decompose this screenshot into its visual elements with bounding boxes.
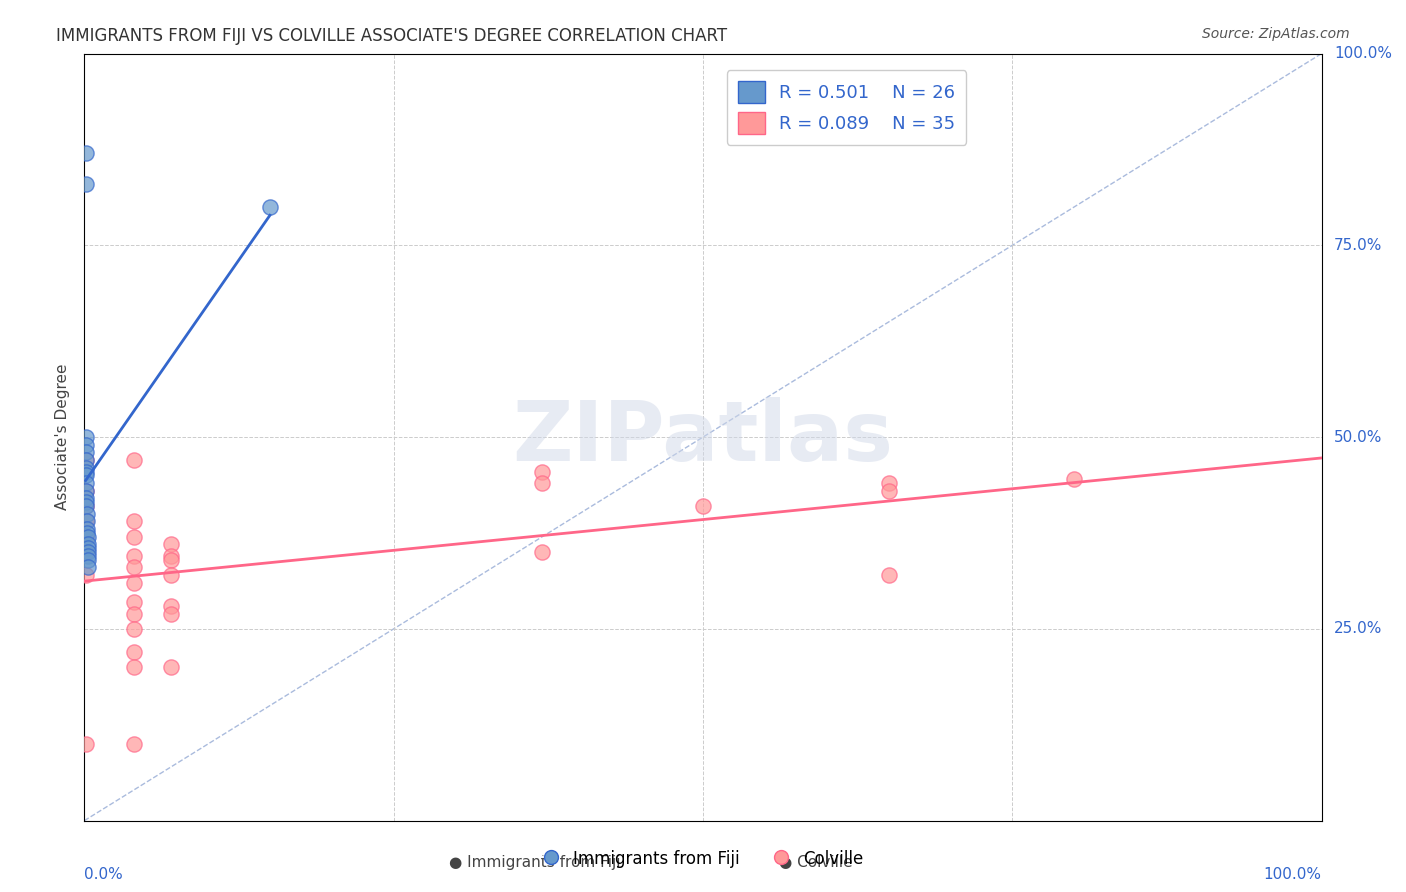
Point bbox=[122, 515, 145, 529]
Point bbox=[75, 499, 97, 513]
Point bbox=[531, 545, 554, 559]
Point bbox=[122, 595, 145, 609]
Point bbox=[122, 575, 145, 590]
Point bbox=[160, 599, 183, 613]
Text: ● Colville: ● Colville bbox=[779, 855, 852, 870]
Point bbox=[75, 483, 97, 498]
Point bbox=[75, 737, 97, 751]
Text: 75.0%: 75.0% bbox=[1334, 238, 1382, 252]
Point bbox=[75, 499, 97, 513]
Point bbox=[77, 560, 100, 574]
Point bbox=[531, 476, 554, 491]
Point bbox=[75, 453, 97, 467]
Point bbox=[160, 568, 183, 582]
Point bbox=[160, 537, 183, 551]
Point bbox=[692, 499, 714, 513]
Text: ZIPatlas: ZIPatlas bbox=[513, 397, 893, 477]
Point bbox=[160, 607, 183, 621]
Point bbox=[160, 660, 183, 674]
Text: Source: ZipAtlas.com: Source: ZipAtlas.com bbox=[1202, 27, 1350, 41]
Point bbox=[75, 465, 97, 479]
Y-axis label: Associate's Degree: Associate's Degree bbox=[55, 364, 70, 510]
Text: 0.0%: 0.0% bbox=[84, 867, 124, 881]
Point bbox=[75, 177, 97, 191]
Point bbox=[259, 200, 281, 214]
Text: IMMIGRANTS FROM FIJI VS COLVILLE ASSOCIATE'S DEGREE CORRELATION CHART: IMMIGRANTS FROM FIJI VS COLVILLE ASSOCIA… bbox=[56, 27, 727, 45]
Point bbox=[76, 522, 98, 536]
Point bbox=[76, 507, 98, 521]
Point bbox=[75, 468, 97, 483]
Point bbox=[75, 146, 97, 161]
Point bbox=[122, 660, 145, 674]
Point bbox=[75, 545, 97, 559]
Point bbox=[75, 438, 97, 452]
Point bbox=[122, 530, 145, 544]
Text: 25.0%: 25.0% bbox=[1334, 622, 1382, 636]
Point bbox=[76, 526, 98, 541]
Point bbox=[122, 549, 145, 563]
Point bbox=[122, 622, 145, 636]
Legend: Immigrants from Fiji, Colville: Immigrants from Fiji, Colville bbox=[536, 844, 870, 875]
Point bbox=[122, 560, 145, 574]
Point bbox=[160, 553, 183, 567]
Point bbox=[877, 483, 900, 498]
Point bbox=[160, 549, 183, 563]
Point bbox=[77, 553, 100, 567]
Point bbox=[75, 476, 97, 491]
Point bbox=[76, 515, 98, 529]
Point bbox=[122, 645, 145, 659]
Point bbox=[122, 453, 145, 467]
Point bbox=[531, 465, 554, 479]
Text: ● Immigrants from Fiji: ● Immigrants from Fiji bbox=[449, 855, 620, 870]
Point bbox=[75, 515, 97, 529]
Point bbox=[75, 495, 97, 509]
Point bbox=[877, 568, 900, 582]
Point bbox=[75, 483, 97, 498]
Point bbox=[75, 430, 97, 444]
Point bbox=[75, 453, 97, 467]
Point bbox=[75, 568, 97, 582]
Point bbox=[77, 537, 100, 551]
Text: 100.0%: 100.0% bbox=[1264, 867, 1322, 881]
Point bbox=[77, 549, 100, 563]
Point bbox=[77, 545, 100, 559]
Legend: R = 0.501    N = 26, R = 0.089    N = 35: R = 0.501 N = 26, R = 0.089 N = 35 bbox=[727, 70, 966, 145]
Text: 50.0%: 50.0% bbox=[1334, 430, 1382, 444]
Text: 100.0%: 100.0% bbox=[1334, 46, 1392, 61]
Point bbox=[877, 476, 900, 491]
Point bbox=[75, 530, 97, 544]
Point bbox=[77, 530, 100, 544]
Point bbox=[77, 541, 100, 556]
Point bbox=[122, 607, 145, 621]
Point bbox=[75, 491, 97, 506]
Point bbox=[75, 460, 97, 475]
Point bbox=[1063, 472, 1085, 486]
Point bbox=[75, 445, 97, 459]
Point bbox=[122, 737, 145, 751]
